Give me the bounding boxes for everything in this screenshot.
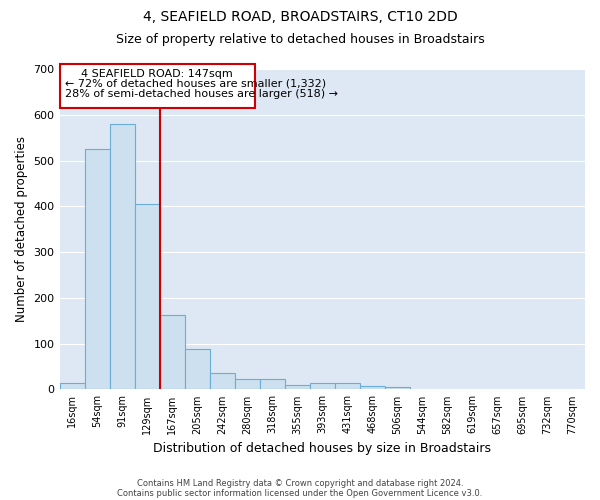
FancyBboxPatch shape	[60, 64, 255, 108]
Bar	[134, 204, 160, 390]
Text: Size of property relative to detached houses in Broadstairs: Size of property relative to detached ho…	[116, 32, 484, 46]
Bar	[310, 383, 335, 390]
Bar	[110, 124, 134, 390]
Bar	[360, 386, 385, 390]
Bar	[335, 383, 360, 390]
Text: Contains HM Land Registry data © Crown copyright and database right 2024.: Contains HM Land Registry data © Crown c…	[137, 478, 463, 488]
Text: ← 72% of detached houses are smaller (1,332): ← 72% of detached houses are smaller (1,…	[65, 78, 326, 88]
Bar	[285, 385, 310, 390]
Bar	[160, 316, 185, 390]
Bar	[235, 380, 260, 390]
Text: Contains public sector information licensed under the Open Government Licence v3: Contains public sector information licen…	[118, 488, 482, 498]
Bar	[385, 387, 410, 390]
X-axis label: Distribution of detached houses by size in Broadstairs: Distribution of detached houses by size …	[153, 442, 491, 455]
Y-axis label: Number of detached properties: Number of detached properties	[15, 136, 28, 322]
Text: 4, SEAFIELD ROAD, BROADSTAIRS, CT10 2DD: 4, SEAFIELD ROAD, BROADSTAIRS, CT10 2DD	[143, 10, 457, 24]
Bar	[85, 149, 110, 390]
Bar	[260, 379, 285, 390]
Text: 4 SEAFIELD ROAD: 147sqm: 4 SEAFIELD ROAD: 147sqm	[82, 68, 233, 78]
Text: 28% of semi-detached houses are larger (518) →: 28% of semi-detached houses are larger (…	[65, 89, 338, 99]
Bar	[209, 374, 235, 390]
Bar	[185, 349, 209, 390]
Bar	[59, 382, 85, 390]
